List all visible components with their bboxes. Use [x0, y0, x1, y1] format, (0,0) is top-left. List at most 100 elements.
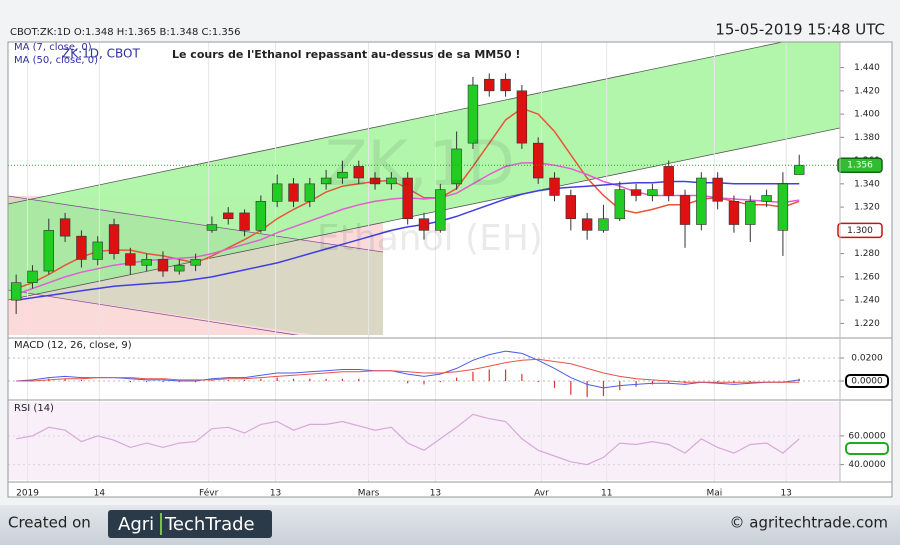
candle-body: [614, 189, 625, 220]
candle-body: [27, 270, 38, 283]
x-tick-label: 13: [780, 489, 791, 499]
candle-body: [76, 235, 87, 260]
y-tick-label: 1.420: [854, 86, 880, 96]
candle-body: [223, 212, 234, 220]
logo: [108, 510, 272, 538]
datetime: 15-05-2019 15:48 UTC: [715, 21, 885, 39]
candle-body: [451, 148, 462, 185]
candle-body: [500, 78, 511, 92]
candle-body: [761, 195, 772, 202]
candle-body: [320, 177, 332, 185]
y-tick-label: 1.440: [854, 63, 880, 73]
watermark: Ethanol (EH): [317, 218, 543, 259]
rsi-marker: [845, 442, 889, 455]
copyright: © agritechtrade.com: [730, 514, 888, 532]
candle-body: [369, 177, 381, 185]
y-tick-label: 1.400: [854, 110, 880, 120]
logo-left: Agri: [118, 514, 154, 535]
candle-body: [271, 183, 283, 202]
y-tick-label: 1.260: [854, 272, 880, 282]
rsi-title: RSI (14): [14, 403, 54, 414]
candle-body: [663, 166, 674, 196]
x-tick-label: Mars: [358, 489, 380, 499]
candle-body: [206, 224, 218, 231]
candle-body: [484, 78, 495, 92]
candle-body: [435, 189, 446, 231]
candle-body: [92, 241, 103, 260]
candle-body: [255, 200, 267, 231]
y-tick-label: 1.280: [854, 249, 880, 259]
x-tick-label: 11: [601, 489, 612, 499]
candle-body: [353, 166, 364, 179]
candle-body: [794, 164, 805, 175]
candle-body: [239, 212, 250, 231]
channel-line: [8, 42, 785, 205]
candle-body: [777, 183, 789, 231]
candle-body: [565, 195, 577, 220]
candle-body: [467, 84, 479, 144]
y-tick-label: 1.320: [854, 203, 880, 213]
candle-body: [418, 218, 430, 231]
tick-box: [845, 374, 889, 389]
x-tick-label: 13: [430, 489, 441, 499]
candle-body: [141, 259, 152, 266]
macd-title: MACD (12, 26, close, 9): [14, 340, 132, 351]
macd-line: [16, 358, 800, 383]
candle-body: [581, 218, 593, 231]
channel-line: [8, 289, 299, 335]
green-channel: [8, 42, 840, 300]
candle-body: [728, 200, 740, 225]
candle-body: [288, 183, 299, 202]
y-tick-label: 60.0000: [848, 431, 885, 441]
candle-body: [10, 282, 22, 301]
candle-body: [712, 177, 723, 202]
x-tick-label: 13: [270, 489, 281, 499]
level-box: [837, 222, 883, 239]
rsi-band: [8, 402, 840, 480]
candle-body: [125, 253, 136, 266]
y-tick-label: 1.380: [854, 133, 880, 143]
x-tick-label: Févr: [199, 488, 219, 499]
price-label: 1.356: [847, 161, 873, 171]
candle-body: [533, 142, 544, 179]
macd-line: [16, 350, 800, 389]
candle-body: [549, 177, 560, 196]
candle-body: [402, 177, 413, 220]
candle-body: [679, 195, 691, 225]
candle-body: [516, 90, 528, 144]
annotation: Le cours de l'Ethanol repassant au-dessu…: [172, 48, 520, 61]
candle-body: [190, 259, 201, 266]
candle-body: [43, 230, 54, 272]
symbol-info: CBOT:ZK:1D O:1.348 H:1.365 B:1.348 C:1.3…: [10, 27, 241, 38]
candle-body: [386, 177, 397, 185]
candle-body: [745, 200, 756, 225]
y-tick-label: 1.240: [854, 296, 880, 306]
x-tick-label: 2019: [16, 489, 39, 499]
candle-body: [647, 189, 658, 196]
candle-body: [696, 177, 707, 225]
level-label: 1.300: [847, 226, 873, 236]
candle-body: [337, 171, 348, 179]
candle-body: [304, 183, 315, 202]
candle-body: [630, 189, 642, 196]
legend-ma7: MA (7, close, 0): [14, 42, 92, 53]
x-tick-label: Mai: [706, 489, 722, 499]
legend-symbol: ZK:1D, CBOT: [62, 47, 140, 61]
watermark: ZK,1D: [325, 127, 515, 200]
created-on: Created on: [8, 514, 91, 532]
y-tick-label: 0.0200: [851, 354, 883, 364]
logo-right: TechTrade: [164, 514, 255, 535]
candle-body: [108, 224, 120, 254]
x-tick-label: 14: [94, 489, 106, 499]
x-tick-label: Avr: [534, 489, 549, 499]
channel-line: [8, 195, 384, 253]
legend-ma50: MA (50, close, 0): [14, 55, 98, 66]
chart-border: [7, 41, 893, 498]
price-box: [837, 157, 883, 173]
y-tick-label: 1.340: [854, 179, 880, 189]
y-tick-label: 0.0000: [851, 377, 883, 387]
y-tick-label: 40.0000: [848, 460, 885, 470]
candle-body: [59, 218, 71, 237]
candle-body: [598, 218, 609, 231]
candle-body: [157, 259, 169, 272]
